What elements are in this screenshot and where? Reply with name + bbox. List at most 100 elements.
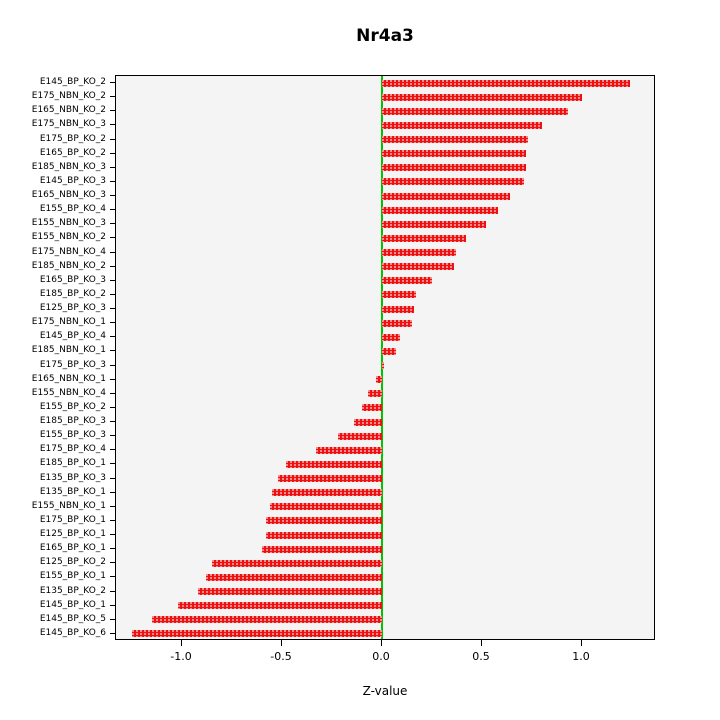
y-axis-tick	[110, 209, 115, 211]
y-axis-category-label: E165_BP_KO_2	[39, 147, 106, 158]
bar	[368, 390, 382, 398]
y-axis-tick	[110, 618, 115, 620]
y-axis-category-label: E165_BP_KO_3	[39, 274, 106, 285]
y-axis-tick	[110, 378, 115, 380]
y-axis-tick	[110, 519, 115, 521]
y-axis-category-label: E145_BP_KO_3	[39, 175, 106, 186]
y-axis-category-label: E135_BP_KO_1	[39, 486, 106, 497]
bar	[262, 545, 382, 553]
bar	[178, 602, 382, 610]
y-axis-tick	[110, 279, 115, 281]
bar	[376, 376, 382, 384]
y-axis-tick	[110, 406, 115, 408]
y-axis-tick	[110, 96, 115, 98]
y-axis-category-label: E155_BP_KO_1	[39, 571, 106, 582]
y-axis-category-label: E175_BP_KO_1	[39, 514, 106, 525]
y-axis-category-label: E175_NBN_KO_1	[31, 317, 106, 328]
x-axis-tick-label: 0.0	[372, 650, 390, 663]
y-axis-category-label: E175_BP_KO_3	[39, 359, 106, 370]
y-axis-tick	[110, 435, 115, 437]
y-axis-category-label: E155_NBN_KO_1	[31, 500, 106, 511]
y-axis-tick	[110, 534, 115, 536]
bar	[362, 404, 382, 412]
y-axis-tick	[110, 477, 115, 479]
y-axis-tick	[110, 138, 115, 140]
bar	[382, 164, 526, 172]
bar	[382, 347, 396, 355]
y-axis-tick	[110, 491, 115, 493]
bar	[382, 107, 568, 115]
y-axis-tick	[110, 336, 115, 338]
x-axis-tick	[381, 640, 382, 646]
bar	[382, 291, 416, 299]
y-axis-category-label: E155_NBN_KO_4	[31, 387, 106, 398]
y-axis-category-label: E125_BP_KO_2	[39, 557, 106, 568]
bar	[382, 136, 528, 144]
y-axis-tick	[110, 265, 115, 267]
y-axis-category-label: E145_BP_KO_6	[39, 627, 106, 638]
x-axis-tick-label: 1.0	[572, 650, 590, 663]
y-axis-category-label: E175_NBN_KO_3	[31, 119, 106, 130]
y-axis-category-label: E145_BP_KO_1	[39, 599, 106, 610]
bar	[198, 588, 382, 596]
y-axis-tick	[110, 293, 115, 295]
bar	[382, 192, 510, 200]
y-axis-category-label: E155_NBN_KO_3	[31, 218, 106, 229]
y-axis-tick	[110, 350, 115, 352]
y-axis-tick	[110, 322, 115, 324]
bar	[354, 418, 382, 426]
y-axis-category-label: E145_BP_KO_2	[39, 77, 106, 88]
y-axis-tick	[110, 166, 115, 168]
y-axis-tick	[110, 308, 115, 310]
bar	[382, 249, 456, 257]
bar	[272, 489, 382, 497]
bar	[382, 79, 630, 87]
y-axis-category-label: E165_NBN_KO_3	[31, 190, 106, 201]
bar	[212, 559, 382, 567]
bar	[382, 305, 414, 313]
y-axis-tick	[110, 421, 115, 423]
y-axis-category-label: E185_NBN_KO_1	[31, 345, 106, 356]
y-axis-category-label: E155_BP_KO_3	[39, 430, 106, 441]
y-axis-tick	[110, 82, 115, 84]
y-axis-tick	[110, 505, 115, 507]
y-axis-tick	[110, 562, 115, 564]
bar	[266, 531, 382, 539]
y-axis-category-label: E175_BP_KO_2	[39, 133, 106, 144]
x-axis-tick-label: 0.5	[472, 650, 490, 663]
bar	[382, 150, 526, 158]
y-axis-tick	[110, 110, 115, 112]
y-axis-category-label: E165_NBN_KO_2	[31, 105, 106, 116]
bar	[286, 460, 382, 468]
y-axis-tick	[110, 392, 115, 394]
bar	[278, 475, 382, 483]
y-axis-tick	[110, 576, 115, 578]
chart-title: Nr4a3	[356, 26, 414, 46]
y-axis-category-label: E175_NBN_KO_2	[31, 91, 106, 102]
bar	[382, 93, 582, 101]
x-axis-tick	[581, 640, 582, 646]
y-axis-category-label: E125_BP_KO_1	[39, 529, 106, 540]
y-axis-category-label: E145_BP_KO_5	[39, 613, 106, 624]
y-axis-tick	[110, 548, 115, 550]
y-axis-tick	[110, 195, 115, 197]
bar	[266, 517, 382, 525]
y-axis-category-label: E125_BP_KO_3	[39, 303, 106, 314]
bar	[382, 206, 498, 214]
y-axis-tick	[110, 632, 115, 634]
y-axis-tick	[110, 237, 115, 239]
bar	[382, 263, 454, 271]
y-axis-tick	[110, 590, 115, 592]
bar	[132, 630, 382, 638]
y-axis-tick	[110, 124, 115, 126]
bar	[338, 432, 382, 440]
x-axis-tick-label: -1.0	[170, 650, 192, 663]
zero-reference-line	[381, 76, 383, 639]
y-axis-category-label: E185_BP_KO_1	[39, 458, 106, 469]
y-axis-category-label: E135_BP_KO_2	[39, 585, 106, 596]
x-axis-tick-label: -0.5	[270, 650, 292, 663]
y-axis-tick	[110, 463, 115, 465]
y-axis-category-label: E135_BP_KO_3	[39, 472, 106, 483]
y-axis-tick	[110, 604, 115, 606]
bar	[270, 503, 382, 511]
